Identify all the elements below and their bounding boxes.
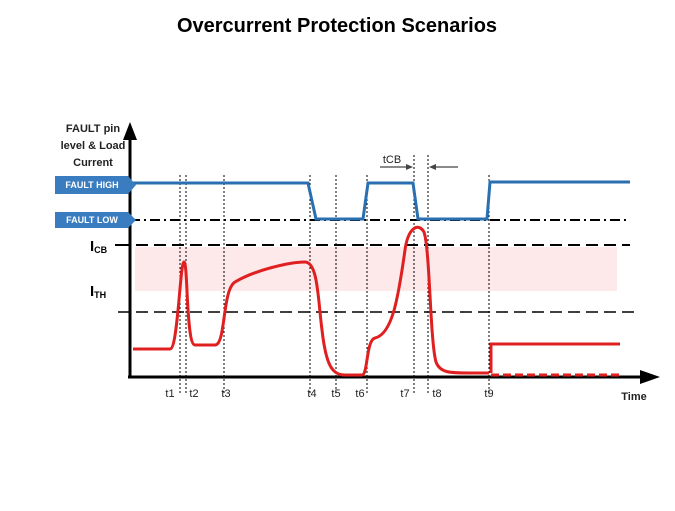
ith-main: I (90, 283, 94, 300)
fault-low-label: FAULT LOW (66, 215, 118, 225)
title: Overcurrent Protection Scenarios (177, 15, 497, 37)
tcb-label: tCB (383, 154, 401, 166)
fault-high-label: FAULT HIGH (65, 180, 118, 190)
fault-signal (133, 180, 630, 221)
time-label: t8 (432, 388, 441, 400)
time-label: t5 (331, 388, 340, 400)
y-axis-label: level & Load (61, 140, 126, 152)
time-label: t6 (355, 388, 364, 400)
load-current (133, 226, 489, 377)
icb-sub: CB (94, 245, 107, 255)
ith-sub: TH (94, 290, 106, 300)
time-label: t3 (221, 388, 230, 400)
y-axis-label: FAULT pin (66, 123, 120, 135)
y-axis-label: Current (73, 157, 113, 169)
time-label: t1 (165, 388, 174, 400)
icb-label: ICB (90, 238, 108, 255)
tcb-arrowhead (406, 164, 413, 170)
load-current (489, 342, 620, 373)
band (135, 247, 617, 291)
ith-label: ITH (90, 283, 106, 300)
x-axis-label: Time (621, 391, 646, 403)
icb-main: I (90, 238, 94, 255)
tcb-arrowhead (429, 164, 436, 170)
y-arrow (123, 122, 137, 140)
fault-high-tag (55, 176, 136, 194)
x-arrow (640, 370, 660, 384)
time-label: t2 (189, 388, 198, 400)
time-label: t7 (400, 388, 409, 400)
time-label: t4 (307, 388, 316, 400)
time-label: t9 (484, 388, 493, 400)
fault-low-tag (55, 212, 136, 228)
